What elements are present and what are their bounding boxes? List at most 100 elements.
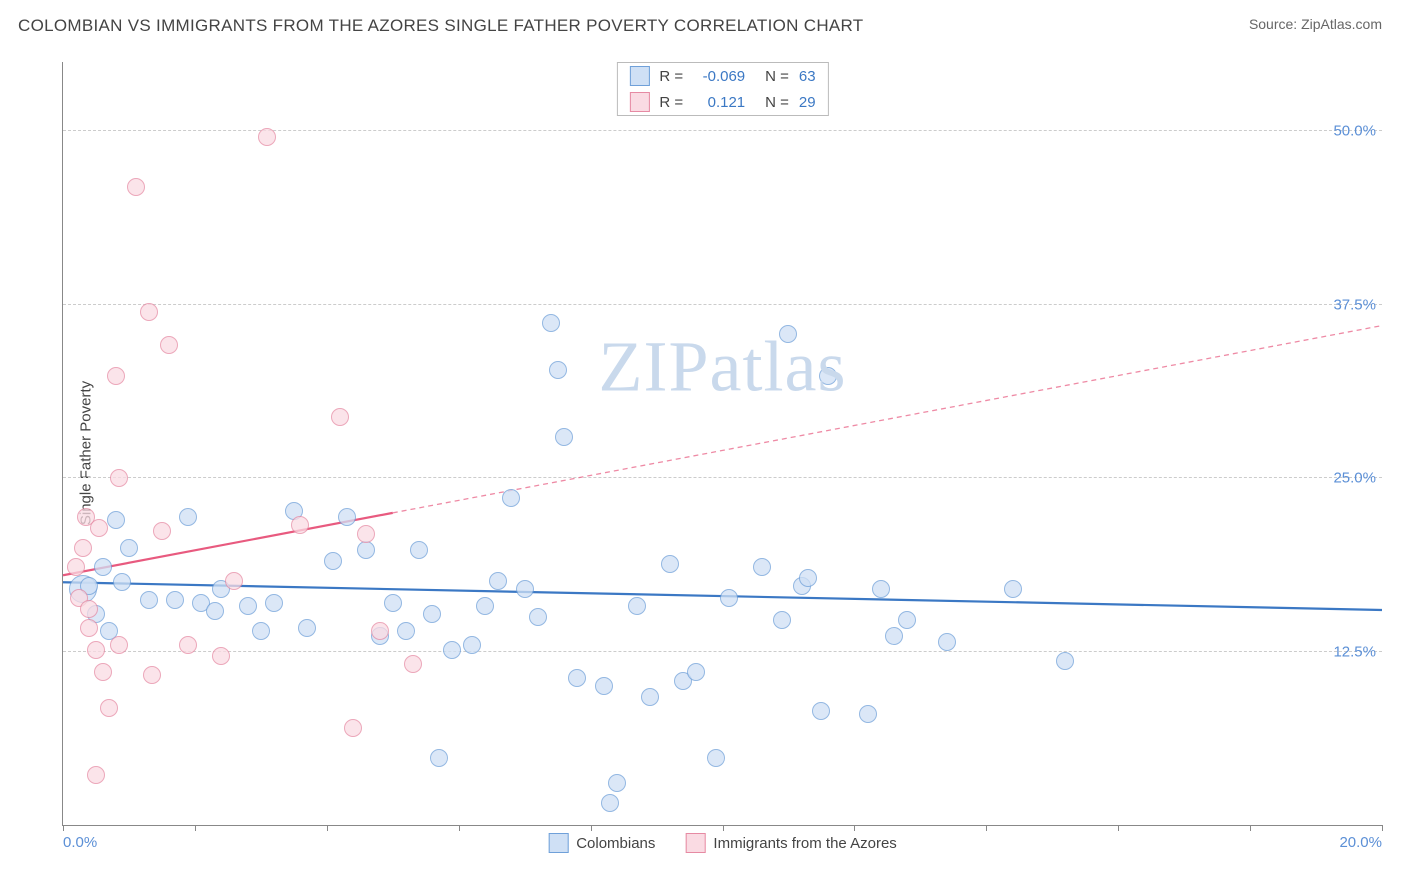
data-point [476, 597, 494, 615]
data-point [549, 361, 567, 379]
data-point [160, 336, 178, 354]
data-point [113, 573, 131, 591]
chart-container: Single Father Poverty ZIPatlas R = -0.06… [18, 50, 1382, 856]
data-point [601, 794, 619, 812]
series-legend: Colombians Immigrants from the Azores [548, 833, 897, 853]
data-point [140, 591, 158, 609]
x-tick [459, 825, 460, 831]
legend-r-value: 0.121 [693, 94, 745, 111]
data-point [555, 428, 573, 446]
gridline [63, 304, 1382, 305]
data-point [568, 669, 586, 687]
data-point [628, 597, 646, 615]
y-tick-label: 50.0% [1333, 123, 1376, 140]
x-tick-label: 0.0% [63, 834, 97, 851]
data-point [423, 605, 441, 623]
data-point [1056, 652, 1074, 670]
data-point [127, 178, 145, 196]
data-point [384, 594, 402, 612]
data-point [720, 589, 738, 607]
data-point [324, 552, 342, 570]
data-point [291, 516, 309, 534]
data-point [225, 572, 243, 590]
data-point [779, 325, 797, 343]
y-tick-label: 25.0% [1333, 470, 1376, 487]
data-point [872, 580, 890, 598]
legend-n-value: 29 [799, 94, 816, 111]
series-legend-label: Colombians [576, 835, 655, 852]
data-point [357, 541, 375, 559]
legend-swatch [629, 92, 649, 112]
data-point [357, 525, 375, 543]
data-point [371, 622, 389, 640]
data-point [87, 766, 105, 784]
data-point [212, 647, 230, 665]
legend-n-value: 63 [799, 68, 816, 85]
data-point [258, 128, 276, 146]
data-point [707, 749, 725, 767]
x-tick [195, 825, 196, 831]
legend-swatch [629, 66, 649, 86]
data-point [179, 636, 197, 654]
data-point [489, 572, 507, 590]
legend-n-label: N = [765, 94, 789, 111]
data-point [661, 555, 679, 573]
data-point [100, 699, 118, 717]
source-attribution: Source: ZipAtlas.com [1249, 16, 1382, 32]
watermark: ZIPatlas [599, 326, 847, 409]
data-point [87, 641, 105, 659]
data-point [819, 367, 837, 385]
data-point [298, 619, 316, 637]
source-name: ZipAtlas.com [1301, 16, 1382, 32]
x-tick-label: 20.0% [1339, 834, 1382, 851]
data-point [938, 633, 956, 651]
data-point [885, 627, 903, 645]
data-point [404, 655, 422, 673]
legend-swatch [548, 833, 568, 853]
trend-overlay [63, 62, 1382, 825]
legend-swatch [685, 833, 705, 853]
data-point [166, 591, 184, 609]
data-point [443, 641, 461, 659]
data-point [430, 749, 448, 767]
data-point [153, 522, 171, 540]
x-tick [854, 825, 855, 831]
x-tick [327, 825, 328, 831]
data-point [595, 677, 613, 695]
data-point [812, 702, 830, 720]
data-point [502, 489, 520, 507]
data-point [252, 622, 270, 640]
plot-area: ZIPatlas R = -0.069N = 63R = 0.121N = 29… [62, 62, 1382, 826]
data-point [1004, 580, 1022, 598]
data-point [94, 663, 112, 681]
data-point [94, 558, 112, 576]
chart-title: COLOMBIAN VS IMMIGRANTS FROM THE AZORES … [18, 16, 864, 36]
x-tick [1118, 825, 1119, 831]
data-point [338, 508, 356, 526]
x-tick [591, 825, 592, 831]
series-legend-item: Immigrants from the Azores [685, 833, 896, 853]
data-point [80, 600, 98, 618]
data-point [80, 619, 98, 637]
x-tick [1250, 825, 1251, 831]
data-point [516, 580, 534, 598]
data-point [239, 597, 257, 615]
data-point [265, 594, 283, 612]
data-point [179, 508, 197, 526]
x-tick [986, 825, 987, 831]
correlation-legend: R = -0.069N = 63R = 0.121N = 29 [616, 62, 828, 116]
data-point [641, 688, 659, 706]
data-point [410, 541, 428, 559]
chart-header: COLOMBIAN VS IMMIGRANTS FROM THE AZORES … [0, 0, 1406, 44]
gridline [63, 477, 1382, 478]
data-point [74, 539, 92, 557]
data-point [773, 611, 791, 629]
source-label: Source: [1249, 16, 1301, 32]
data-point [206, 602, 224, 620]
x-tick [1382, 825, 1383, 831]
data-point [110, 469, 128, 487]
data-point [120, 539, 138, 557]
data-point [143, 666, 161, 684]
data-point [898, 611, 916, 629]
x-tick [63, 825, 64, 831]
